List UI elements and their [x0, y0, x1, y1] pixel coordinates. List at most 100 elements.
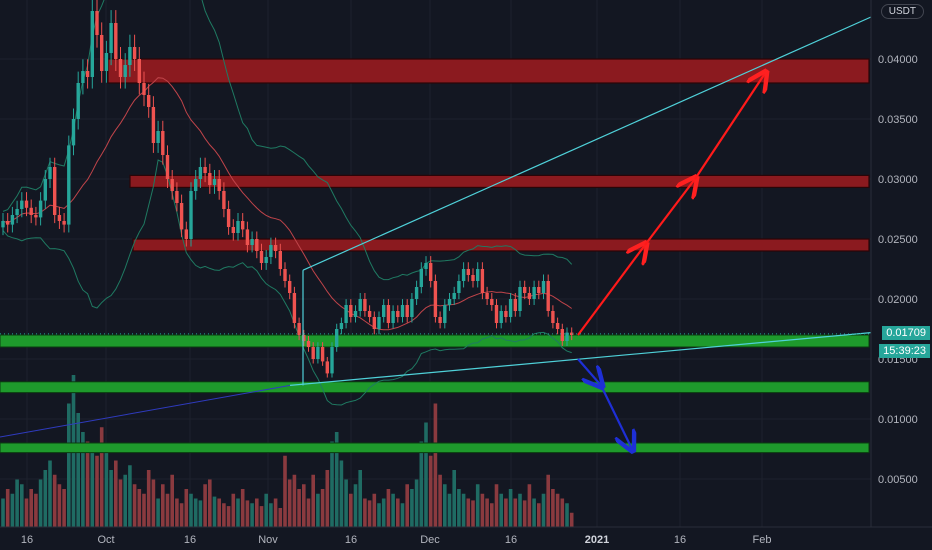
x-tick-label: Nov	[258, 534, 278, 546]
x-tick-label: 16	[21, 534, 33, 546]
volume-bar	[189, 493, 193, 527]
x-tick-label: 2021	[585, 534, 609, 546]
candle-body	[198, 167, 203, 179]
volume-bar	[29, 489, 33, 527]
volume-bar	[508, 489, 513, 527]
volume-bar	[38, 479, 43, 527]
candle-body	[100, 35, 104, 71]
volume-bar	[513, 498, 518, 527]
candle-body	[118, 59, 123, 77]
candle-body	[109, 23, 113, 53]
candle-body	[443, 305, 447, 323]
volume-bar	[537, 503, 541, 527]
candle-body	[485, 293, 489, 299]
lower-trend-line	[289, 332, 872, 386]
x-tick-label: 16	[674, 534, 686, 546]
x-tick-label: Feb	[753, 534, 772, 546]
candle-body	[57, 215, 62, 221]
candle-body	[104, 53, 109, 71]
trend-drawings	[0, 16, 872, 449]
volume-bar	[527, 484, 532, 527]
last-price-tag: 0.01709	[882, 326, 930, 340]
resistance-zone	[132, 238, 870, 252]
candle-body	[24, 200, 29, 208]
volume-bar	[175, 498, 179, 527]
horizontal-zones	[0, 58, 870, 454]
candle-body	[76, 83, 80, 119]
x-tick-label: 16	[345, 534, 357, 546]
candle-body	[273, 245, 278, 251]
candle-body	[476, 269, 480, 281]
x-tick-label: Dec	[420, 534, 440, 546]
candle-body	[161, 131, 165, 155]
candle-body	[114, 23, 118, 59]
currency-label[interactable]: USDT	[880, 4, 924, 19]
candle-body	[400, 305, 405, 317]
time-axis[interactable]: 16 Oct 16 Nov 16 Dec 16 2021 16 Feb	[21, 534, 772, 546]
candle-body	[532, 287, 536, 299]
candle-body	[34, 215, 38, 218]
x-tick-label: 16	[184, 534, 196, 546]
candle-body	[541, 281, 546, 293]
candle-body	[367, 311, 372, 317]
volume-bar	[255, 498, 259, 527]
volume-bar	[240, 489, 245, 527]
volume-bar	[137, 489, 142, 527]
candle-body	[264, 257, 268, 263]
volume-bar	[377, 503, 381, 527]
candle-body	[320, 347, 325, 362]
volume-bar	[349, 493, 353, 527]
price-axis[interactable]: 0.040000.035000.030000.025000.020000.015…	[878, 54, 918, 486]
volume-bar	[320, 489, 325, 527]
volume-bar	[179, 503, 184, 527]
volume-bar	[20, 484, 24, 527]
candle-body	[424, 263, 428, 269]
candle-body	[222, 191, 226, 209]
volume-bar	[264, 493, 268, 527]
volume-bar	[391, 493, 395, 527]
volume-bar	[273, 498, 278, 527]
volume-bar	[283, 455, 287, 527]
volume-bar	[522, 500, 527, 527]
candle-body	[433, 281, 438, 317]
volume-bar	[499, 493, 503, 527]
candle-body	[523, 287, 527, 293]
volume-bar	[461, 493, 466, 527]
candle-body	[457, 281, 461, 293]
volume-bar	[480, 493, 485, 527]
candle-body	[15, 209, 19, 215]
candle-body	[494, 305, 499, 323]
volume-bar	[67, 403, 71, 527]
volume-bar	[114, 460, 118, 527]
candle-body	[48, 167, 52, 179]
volume-bar	[1, 498, 5, 527]
volume-bar	[297, 489, 301, 527]
candle-body	[6, 221, 10, 225]
volume-bar	[250, 503, 254, 527]
candle-body	[170, 179, 174, 191]
candle-body	[363, 299, 367, 311]
volume-bar	[381, 498, 386, 527]
candle-body	[278, 251, 282, 269]
candle-body	[335, 329, 339, 347]
candle-body	[419, 269, 423, 287]
candle-body	[405, 305, 409, 317]
volume-bar	[109, 470, 113, 527]
volume-bar	[34, 493, 38, 527]
y-tick-label: 0.02000	[878, 294, 918, 306]
volume-bar	[532, 498, 536, 527]
volume-bar	[278, 508, 283, 527]
volume-bar	[76, 413, 80, 527]
volume-bar	[81, 432, 85, 527]
moving-average-line	[2, 77, 572, 331]
volume-bar	[5, 489, 10, 527]
volume-bar	[560, 498, 565, 527]
volume-bar	[551, 489, 555, 527]
volume-bar	[400, 503, 405, 527]
volume-bar	[170, 474, 174, 527]
candle-body	[490, 299, 494, 305]
candle-body	[504, 311, 508, 317]
candle-body	[231, 227, 235, 233]
